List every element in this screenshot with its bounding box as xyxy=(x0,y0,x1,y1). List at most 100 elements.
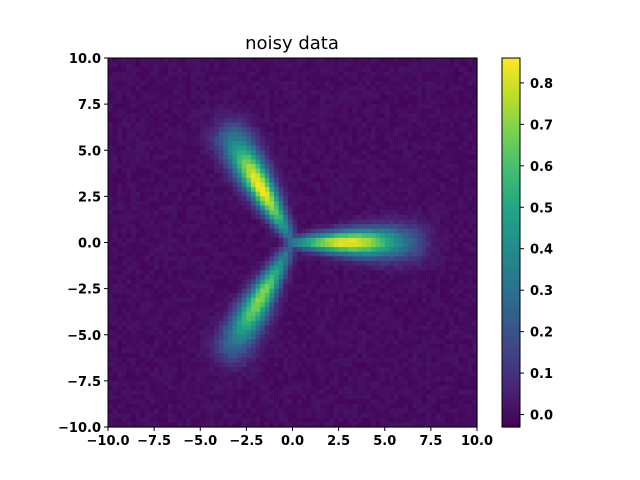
heatmap-cell xyxy=(430,141,437,147)
heatmap-cell xyxy=(181,76,188,82)
heatmap-cell xyxy=(200,200,206,207)
heatmap-cell xyxy=(163,150,169,156)
heatmap-cell xyxy=(218,325,224,331)
heatmap-cell xyxy=(301,145,307,151)
heatmap-cell xyxy=(126,224,132,230)
heatmap-cell xyxy=(352,154,358,161)
heatmap-cell xyxy=(237,141,243,147)
heatmap-cell xyxy=(412,330,418,336)
heatmap-cell xyxy=(421,62,427,68)
heatmap-cell xyxy=(186,182,192,188)
heatmap-cell xyxy=(366,85,372,91)
heatmap-cell xyxy=(241,237,247,244)
heatmap-cell xyxy=(126,58,132,64)
heatmap-cell xyxy=(453,94,460,101)
heatmap-cell xyxy=(227,113,234,119)
heatmap-cell xyxy=(398,122,404,128)
heatmap-cell xyxy=(343,284,349,290)
heatmap-cell xyxy=(444,297,450,304)
heatmap-cell xyxy=(361,302,367,308)
heatmap-cell xyxy=(310,71,317,78)
heatmap-cell xyxy=(131,302,137,308)
heatmap-cell xyxy=(135,177,141,184)
heatmap-cell xyxy=(269,302,275,308)
heatmap-cell xyxy=(472,71,478,78)
heatmap-cell xyxy=(223,325,229,331)
heatmap-cell xyxy=(195,330,201,336)
heatmap-cell xyxy=(426,247,432,253)
heatmap-cell xyxy=(352,67,358,73)
heatmap-cell xyxy=(232,242,238,248)
heatmap-cell xyxy=(177,251,183,257)
heatmap-cell xyxy=(144,58,151,64)
heatmap-cell xyxy=(269,311,275,317)
heatmap-cell xyxy=(370,122,377,128)
heatmap-cell xyxy=(338,205,344,211)
heatmap-cell xyxy=(375,284,381,290)
heatmap-cell xyxy=(301,237,307,244)
heatmap-cell xyxy=(260,219,266,225)
heatmap-cell xyxy=(338,224,344,230)
heatmap-cell xyxy=(177,177,183,184)
heatmap-cell xyxy=(417,224,423,230)
heatmap-cell xyxy=(370,219,377,225)
heatmap-cell xyxy=(458,200,464,207)
heatmap-cell xyxy=(301,302,307,308)
heatmap-cell xyxy=(227,330,234,336)
heatmap-cell xyxy=(297,99,303,105)
heatmap-cell xyxy=(274,284,280,290)
heatmap-cell xyxy=(393,242,400,248)
heatmap-cell xyxy=(375,187,381,193)
heatmap-cell xyxy=(274,339,280,345)
heatmap-cell xyxy=(361,150,367,156)
heatmap-cell xyxy=(232,260,238,267)
heatmap-cell xyxy=(172,256,178,262)
heatmap-cell xyxy=(320,316,326,322)
heatmap-cell xyxy=(287,265,294,271)
heatmap-cell xyxy=(260,187,266,193)
heatmap-cell xyxy=(384,270,390,276)
heatmap-cell xyxy=(158,219,164,225)
heatmap-cell xyxy=(324,94,330,101)
heatmap-cell xyxy=(255,302,261,308)
heatmap-cell xyxy=(384,316,390,322)
heatmap-cell xyxy=(315,71,321,78)
heatmap-cell xyxy=(214,71,220,78)
heatmap-cell xyxy=(315,233,321,239)
heatmap-cell xyxy=(426,200,432,207)
heatmap-cell xyxy=(347,196,354,202)
heatmap-cell xyxy=(191,334,197,340)
heatmap-cell xyxy=(412,182,418,188)
heatmap-cell xyxy=(366,150,372,156)
heatmap-cell xyxy=(209,330,215,336)
heatmap-cell xyxy=(218,316,224,322)
heatmap-cell xyxy=(223,247,229,253)
heatmap-cell xyxy=(393,131,400,138)
heatmap-cell xyxy=(407,90,414,96)
heatmap-cell xyxy=(214,113,220,119)
heatmap-cell xyxy=(167,265,174,271)
heatmap-cell xyxy=(343,270,349,276)
heatmap-cell xyxy=(338,200,344,207)
heatmap-cell xyxy=(200,177,206,184)
heatmap-cell xyxy=(366,67,372,73)
heatmap-cell xyxy=(232,164,238,170)
heatmap-cell xyxy=(458,237,464,244)
heatmap-cell xyxy=(426,131,432,138)
heatmap-cell xyxy=(338,279,344,285)
heatmap-cell xyxy=(140,320,146,327)
heatmap-cell xyxy=(177,145,183,151)
heatmap-cell xyxy=(407,127,414,133)
heatmap-cell xyxy=(264,90,271,96)
heatmap-cell xyxy=(200,339,206,345)
heatmap-cell xyxy=(458,187,464,193)
heatmap-cell xyxy=(200,99,206,105)
heatmap-cell xyxy=(315,339,321,345)
heatmap-cell xyxy=(306,334,312,340)
heatmap-cell xyxy=(167,316,174,322)
heatmap-cell xyxy=(375,159,381,165)
heatmap-cell xyxy=(430,154,437,161)
heatmap-cell xyxy=(191,173,197,179)
heatmap-cell xyxy=(453,247,460,253)
heatmap-cell xyxy=(274,141,280,147)
